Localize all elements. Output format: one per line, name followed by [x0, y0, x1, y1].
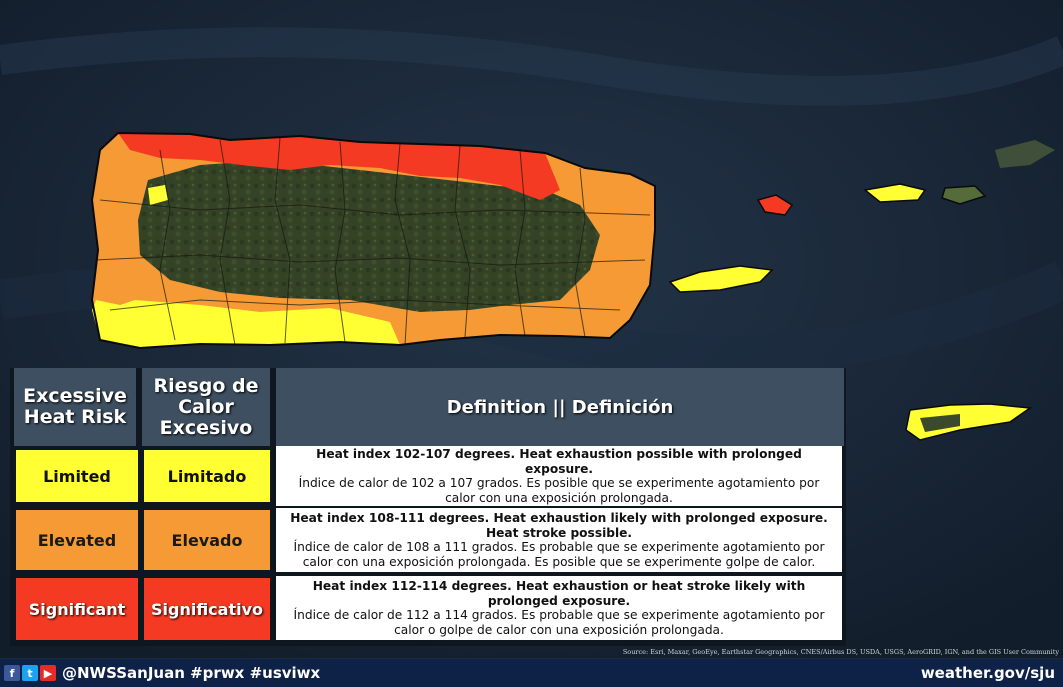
definition-limited-es: Índice de calor de 102 a 107 grados. Es …	[298, 476, 820, 505]
tortola	[995, 140, 1055, 168]
level-significant-es: Significativo	[144, 578, 270, 640]
definition-elevated: Heat index 108-111 degrees. Heat exhaust…	[276, 508, 842, 572]
vieques	[668, 265, 774, 293]
culebra	[756, 194, 794, 216]
twitter-icon[interactable]: t	[22, 665, 38, 681]
level-significant-en: Significant	[16, 578, 138, 640]
puerto-rico	[90, 131, 656, 350]
definition-limited-en: Heat index 102-107 degrees. Heat exhaust…	[316, 447, 802, 476]
definition-significant: Heat index 112-114 degrees. Heat exhaust…	[276, 576, 842, 640]
level-limited-en: Limited	[16, 450, 138, 502]
header-definition: Definition || Definición	[276, 368, 844, 446]
definition-limited: Heat index 102-107 degrees. Heat exhaust…	[276, 446, 842, 506]
facebook-icon[interactable]: f	[4, 665, 20, 681]
st-croix	[905, 403, 1033, 441]
youtube-icon[interactable]: ▶	[40, 665, 56, 681]
ocean-texture	[0, 27, 1063, 106]
social-handle: @NWSSanJuan #prwx #usviwx	[62, 664, 321, 682]
definition-elevated-en: Heat index 108-111 degrees. Heat exhaust…	[290, 511, 828, 540]
st-croix-forest	[920, 414, 960, 432]
level-elevated-es: Elevado	[144, 510, 270, 570]
header-riesgo-calor: Riesgo de Calor Excesivo	[142, 368, 270, 446]
definition-elevated-es: Índice de calor de 108 a 111 grados. Es …	[293, 540, 825, 569]
header-excessive-heat-risk: Excessive Heat Risk	[14, 368, 136, 446]
map-source-attribution: Source: Esri, Maxar, GeoEye, Earthstar G…	[622, 648, 1059, 656]
level-elevated-en: Elevated	[16, 510, 138, 570]
heat-risk-legend: Excessive Heat Risk Riesgo de Calor Exce…	[10, 368, 846, 646]
footer-bar: f t ▶ @NWSSanJuan #prwx #usviwx weather.…	[0, 659, 1063, 687]
website-link[interactable]: weather.gov/sju	[920, 664, 1055, 682]
definition-significant-en: Heat index 112-114 degrees. Heat exhaust…	[312, 579, 806, 608]
definition-significant-es: Índice de calor de 112 a 114 grados. Es …	[293, 608, 825, 637]
level-limited-es: Limitado	[144, 450, 270, 502]
st-thomas	[863, 183, 927, 203]
st-john	[941, 185, 987, 205]
